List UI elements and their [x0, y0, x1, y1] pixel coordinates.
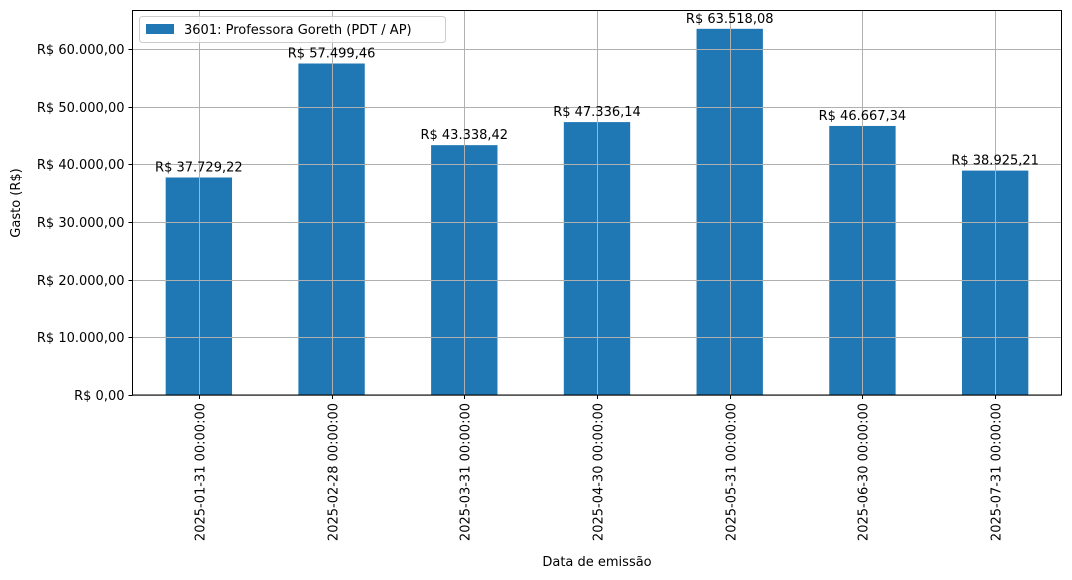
bar-value-label: R$ 43.338,42: [420, 128, 508, 143]
legend-swatch: [146, 24, 174, 34]
x-axis-ticks: 2025-01-31 00:00:00 2025-02-28 00:00:00 20…: [194, 395, 1005, 541]
bar-value-labels: R$ 37.729,22 R$ 57.499,46 R$ 43.338,42 R$ 4…: [155, 12, 1039, 176]
x-tick-label: 2025-06-30 00:00:00: [857, 403, 872, 541]
y-tick-label: R$ 50.000,00: [37, 101, 125, 116]
x-tick-label: 2025-04-30 00:00:00: [592, 403, 607, 541]
bar-value-label: R$ 57.499,46: [288, 47, 376, 62]
bar: [165, 177, 233, 395]
x-axis-label: Data de emissão: [542, 555, 651, 570]
bar-value-label: R$ 47.336,14: [553, 105, 641, 120]
x-tick-label: 2025-05-31 00:00:00: [725, 403, 740, 541]
y-tick-label: R$ 30.000,00: [37, 216, 125, 231]
x-gridlines: [199, 10, 996, 395]
bar: [696, 28, 763, 396]
y-tick-label: R$ 10.000,00: [37, 331, 125, 346]
bar-value-label: R$ 37.729,22: [155, 160, 243, 175]
legend: 3601: Professora Goreth (PDT / AP): [139, 16, 446, 43]
y-tick-label: R$ 20.000,00: [37, 274, 125, 289]
legend-frame: [139, 16, 446, 43]
y-tick-label: R$ 40.000,00: [37, 158, 125, 173]
x-tick-label: 2025-07-31 00:00:00: [990, 403, 1005, 541]
y-tick-label: R$ 0,00: [74, 389, 124, 404]
x-tick-label: 2025-02-28 00:00:00: [327, 403, 342, 541]
x-tick-label: 2025-03-31 00:00:00: [459, 403, 474, 541]
x-tick-label: 2025-01-31 00:00:00: [194, 403, 209, 541]
legend-label: 3601: Professora Goreth (PDT / AP): [184, 23, 412, 38]
bar-value-label: R$ 63.518,08: [686, 12, 774, 27]
y-axis-ticks: R$ 0,00 R$ 10.000,00 R$ 20.000,00 R$ 30.000…: [37, 43, 133, 404]
bar: [298, 63, 365, 395]
y-tick-label: R$ 60.000,00: [37, 43, 125, 58]
bar-value-label: R$ 38.925,21: [951, 154, 1039, 169]
bar-value-label: R$ 46.667,34: [819, 109, 907, 124]
y-axis-label: Gasto (R$): [9, 168, 24, 237]
